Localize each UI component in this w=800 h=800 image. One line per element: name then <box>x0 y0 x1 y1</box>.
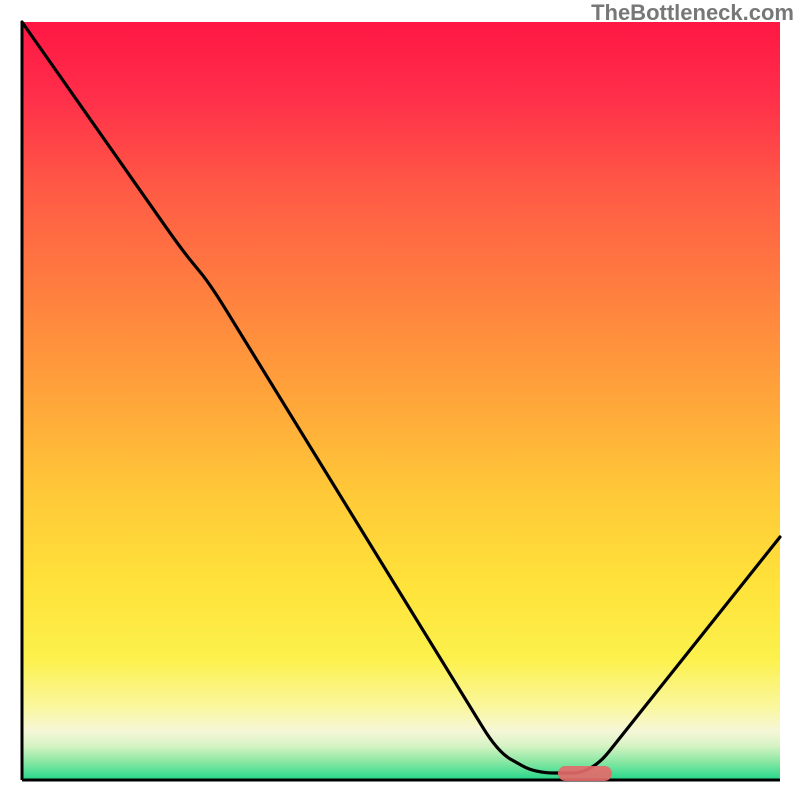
watermark-text: TheBottleneck.com <box>591 0 794 26</box>
chart-container: TheBottleneck.com <box>0 0 800 800</box>
gradient-background <box>22 22 780 780</box>
bottleneck-chart <box>0 0 800 800</box>
optimal-marker <box>558 766 612 781</box>
